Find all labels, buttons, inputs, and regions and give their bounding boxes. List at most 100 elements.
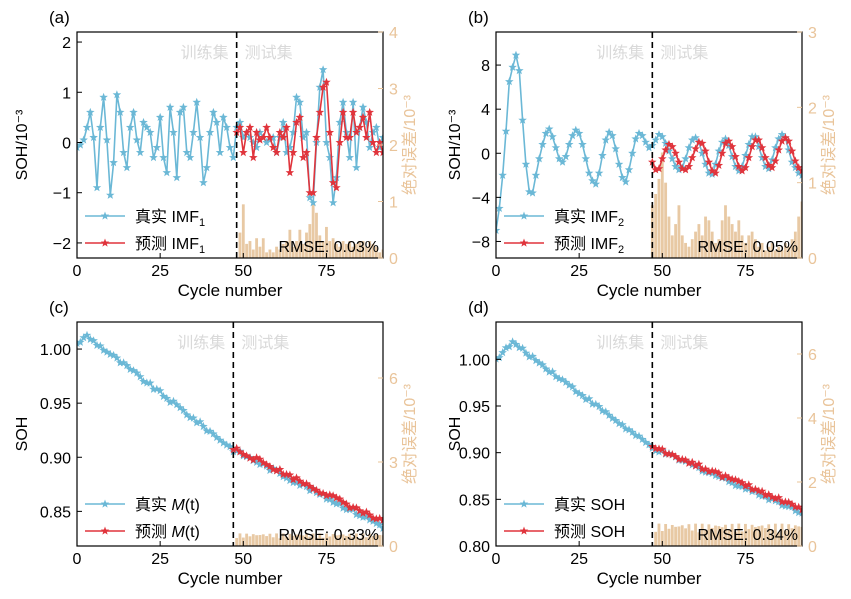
y2-tick-label: 1: [389, 195, 398, 212]
true-series-marker: [701, 159, 710, 168]
error-bar: [747, 235, 751, 258]
pred-series-marker: [741, 481, 750, 490]
error-bar: [717, 239, 721, 258]
pred-series-marker: [791, 156, 800, 165]
error-bar: [251, 249, 255, 258]
pred-series-marker: [318, 489, 328, 498]
true-series-marker: [791, 163, 800, 172]
pred-series-marker: [372, 514, 381, 523]
true-series-marker: [717, 137, 727, 146]
error-bar: [744, 523, 747, 546]
true-series-marker: [548, 132, 557, 141]
y-axis-label: SOH: [14, 417, 31, 452]
pred-series-marker: [345, 133, 354, 142]
panel-label: (b): [468, 8, 489, 27]
error-bar: [664, 182, 668, 258]
true-series-marker: [688, 135, 697, 144]
true-series-marker: [165, 102, 175, 111]
error-bar: [757, 526, 761, 546]
true-series-marker: [614, 419, 624, 428]
true-series-marker: [511, 50, 521, 59]
error-bar: [344, 535, 348, 546]
true-series-marker: [142, 122, 152, 132]
y-tick-label: 0.90: [459, 446, 490, 463]
pred-series-marker: [348, 107, 358, 116]
pred-series-marker: [668, 142, 677, 151]
true-series-marker: [671, 162, 680, 171]
true-series-marker: [581, 154, 591, 163]
error-bar: [714, 242, 717, 258]
error-bar: [690, 239, 694, 258]
pred-series-marker: [747, 485, 757, 494]
true-series-marker: [727, 152, 737, 161]
error-bar: [381, 249, 383, 258]
error-bar: [344, 243, 348, 258]
pred-series-marker: [285, 470, 295, 479]
true-series-marker: [518, 115, 527, 124]
error-bar: [278, 249, 282, 258]
error-bar: [361, 533, 365, 546]
pred-series-marker: [694, 137, 704, 146]
true-series-marker: [352, 163, 361, 172]
error-bar: [737, 220, 741, 258]
true-series-marker: [578, 139, 587, 149]
true-series-marker: [764, 164, 773, 173]
true-series-marker: [584, 168, 594, 177]
true-series-marker: [691, 133, 700, 142]
y-tick-label: 1.00: [40, 342, 71, 359]
true-series-marker: [508, 62, 517, 71]
pred-series-marker: [747, 142, 757, 151]
error-bar: [724, 524, 727, 546]
legend-text: 预测 IMF: [135, 235, 199, 253]
error-bar: [760, 242, 764, 258]
true-series-marker: [109, 158, 118, 167]
error-bar: [318, 533, 322, 546]
true-series-marker: [525, 352, 534, 361]
legend-marker: [519, 211, 529, 220]
y-tick-label: 0: [62, 135, 71, 152]
error-bar: [777, 246, 781, 258]
pred-series-marker: [352, 127, 361, 137]
true-series-marker: [199, 178, 208, 187]
x-tick-label: 50: [653, 551, 671, 568]
true-series-marker: [747, 132, 757, 141]
error-bar: [298, 229, 302, 258]
pred-series-marker: [308, 484, 318, 493]
y-tick-label: −1: [53, 186, 71, 203]
true-series-marker: [89, 336, 98, 345]
true-series-marker: [601, 135, 610, 144]
true-series-marker: [538, 360, 547, 369]
pred-series-marker: [298, 153, 308, 162]
pred-series-marker: [322, 491, 331, 500]
true-series-marker: [508, 337, 517, 346]
legend-text: 真实 IMF: [135, 208, 199, 226]
error-bar: [720, 220, 724, 258]
x-tick-label: 0: [73, 263, 82, 280]
error-bar: [737, 523, 741, 546]
true-series-marker: [378, 133, 383, 142]
true-series-marker: [654, 447, 664, 456]
true-series-marker: [638, 131, 647, 140]
y2-axis-label: 绝对误差/10⁻³: [401, 383, 419, 484]
true-series-marker: [737, 482, 747, 491]
true-series-marker: [269, 133, 278, 142]
error-bar: [305, 534, 308, 546]
legend-text: 预测 IMF: [554, 235, 618, 253]
pred-series-marker: [721, 471, 730, 480]
error-bar: [248, 241, 252, 258]
true-series-marker: [518, 343, 527, 352]
pred-series-marker: [731, 152, 740, 161]
true-series-marker: [106, 190, 115, 199]
pred-series-marker: [717, 148, 727, 157]
true-series-marker: [365, 143, 374, 152]
pred-series-marker: [771, 494, 780, 503]
true-series-marker: [554, 374, 564, 383]
true-series-marker: [362, 117, 371, 126]
true-series-marker: [142, 378, 152, 387]
true-series-marker: [721, 134, 730, 143]
error-bar: [368, 533, 372, 546]
error-bar: [271, 252, 275, 258]
true-series-marker: [295, 480, 305, 490]
panel-label: (a): [49, 8, 70, 27]
error-bar: [773, 523, 777, 546]
